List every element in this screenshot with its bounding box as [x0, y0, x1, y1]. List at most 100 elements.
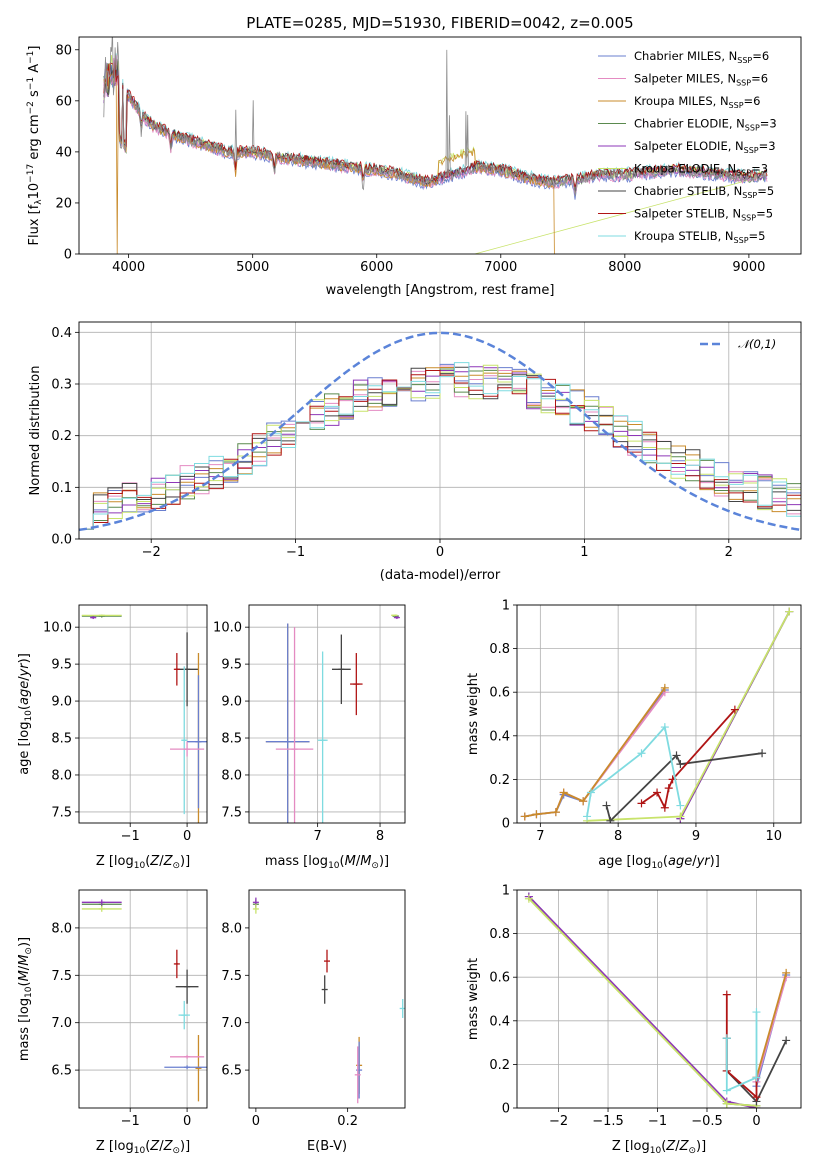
x-axis-label: age [log10(age/yr)] [598, 854, 720, 871]
panels-container: 4000 5000 6000 7000 8000 9000020406080wavelen… [17, 36, 802, 1156]
weight-marker [730, 705, 739, 714]
y-tick-label: 80 [55, 43, 72, 58]
x-axis-label: wavelength [Angstrom, rest frame] [326, 283, 555, 298]
spectrum-series [103, 63, 555, 254]
weight-series [528, 895, 757, 1108]
axes-frame [248, 889, 406, 1109]
y-tick-label: 1 [502, 599, 510, 614]
x-axis-label: Z [log10(Z/Z⊙)] [612, 1139, 706, 1156]
y-tick-label: 0 [64, 248, 72, 263]
weight-marker [653, 788, 662, 797]
weight-marker [637, 799, 646, 808]
y-tick-label: 7.5 [51, 969, 72, 984]
y-tick-label: 8.0 [221, 768, 242, 783]
x-tick-label: −2 [142, 545, 161, 560]
massweight_vs_age-panel: 7 8 9 10 0 0.2 0.4 0.6 0.8 1 age [log10(age/yr)] ma… [466, 599, 802, 871]
y-tick-label: 8.5 [221, 732, 242, 747]
x-tick-label: 8 [376, 829, 384, 844]
legend-entry: Salpeter ELODIE, NSSP=3 [634, 139, 776, 155]
errorbars [265, 614, 400, 823]
y-tick-label: 0.3 [51, 378, 72, 393]
x-tick-label: −0.5 [691, 1114, 723, 1129]
observed-spectrum [103, 37, 768, 197]
weight-lines [524, 892, 791, 1108]
axes-frame [516, 604, 802, 824]
x-tick-label: −1 [648, 1114, 667, 1129]
histogram-lines [79, 331, 801, 532]
axes-frame [78, 889, 208, 1109]
weight-marker [672, 751, 681, 760]
y-tick-label: 9.0 [51, 695, 72, 710]
errorbars [81, 614, 207, 823]
weight-marker [579, 797, 588, 806]
x-tick-label: 10 [765, 829, 782, 844]
x-tick-label: −1 [286, 545, 305, 560]
weight-marker [676, 812, 685, 821]
weight-marker [722, 1099, 731, 1108]
weight-series [586, 611, 791, 822]
weight-marker [782, 968, 791, 977]
histogram-series [79, 362, 801, 530]
legend: Chabrier MILES, NSSP=6 Salpeter MILES, NS… [598, 49, 777, 245]
axes-frame [78, 321, 802, 540]
weight-lines [520, 607, 794, 823]
x-axis-label: Z [log10(Z/Z⊙)] [96, 1139, 190, 1156]
x-tick-label: 1 [580, 545, 588, 560]
weight-marker [722, 990, 731, 999]
spectrum-series [103, 55, 768, 196]
y-axis-label: Flux [fλ10−17 erg cm−2 s−1 A−1] [26, 46, 44, 246]
histogram-series [79, 367, 801, 530]
weight-series [640, 709, 736, 811]
y-tick-label: 0.4 [489, 1014, 510, 1029]
weight-series [528, 895, 757, 1107]
x-tick-label: −2 [549, 1114, 568, 1129]
y-axis-label: mass weight [466, 958, 481, 1040]
y-tick-label: 0.8 [489, 642, 510, 657]
age_vs_mass-panel: 7 8 7.5 8.0 8.5 9.0 9.5 10.0 mass [log10(M/M⊙)] [213, 604, 406, 871]
weight-marker [758, 749, 767, 758]
x-tick-label: −1 [121, 829, 140, 844]
y-tick-label: 10.0 [213, 621, 242, 636]
y-tick-label: 6.5 [221, 1064, 242, 1079]
weight-marker [583, 812, 592, 821]
weight-marker [551, 808, 560, 817]
weight-series [524, 691, 666, 818]
legend-entry: Salpeter STELIB, NSSP=5 [634, 207, 773, 223]
weight-series [524, 687, 666, 818]
x-tick-label: 8000 [608, 260, 641, 275]
weight-marker [782, 1036, 791, 1045]
y-tick-label: 7.5 [51, 805, 72, 820]
y-axis-label: mass [log10(M/M⊙)] [17, 937, 34, 1061]
legend-entry: Chabrier MILES, NSSP=6 [634, 49, 769, 65]
spectrum-lines [103, 37, 768, 254]
y-tick-label: 0.2 [489, 773, 510, 788]
y-tick-label: 0.6 [489, 686, 510, 701]
residuals-panel: −2 −1 0 1 2 0.0 0.1 0.2 0.3 0.4 (data-model)/error… [28, 321, 802, 583]
x-tick-label: 0.2 [337, 1114, 358, 1129]
weight-series [528, 898, 757, 1107]
weight-series [725, 994, 758, 1100]
weight-marker [660, 683, 669, 692]
y-tick-label: 8.5 [51, 732, 72, 747]
y-tick-label: 0 [502, 817, 510, 832]
x-tick-label: 0 [183, 1114, 191, 1129]
y-tick-label: 9.5 [51, 658, 72, 673]
errorbars [81, 899, 207, 1102]
y-axis-label: mass weight [466, 673, 481, 755]
y-axis-label: age [log10(age/yr)] [17, 653, 34, 775]
weight-marker [524, 894, 533, 903]
x-tick-label: 0 [436, 545, 444, 560]
x-axis-label: Z [log10(Z/Z⊙)] [96, 854, 190, 871]
x-tick-label: 8 [614, 829, 622, 844]
y-tick-label: 0.0 [51, 533, 72, 548]
weight-marker [532, 810, 541, 819]
normal-curve [79, 331, 801, 532]
y-tick-label: 7.0 [221, 1016, 242, 1031]
x-axis-label: mass [log10(M/M⊙)] [265, 854, 389, 871]
y-tick-label: 7.5 [221, 969, 242, 984]
weight-series [755, 972, 788, 1078]
x-tick-label: 2 [725, 545, 733, 560]
figure-title: PLATE=0285, MJD=51930, FIBERID=0042, z=0… [246, 14, 633, 32]
legend-entry: Salpeter MILES, NSSP=6 [634, 72, 768, 88]
